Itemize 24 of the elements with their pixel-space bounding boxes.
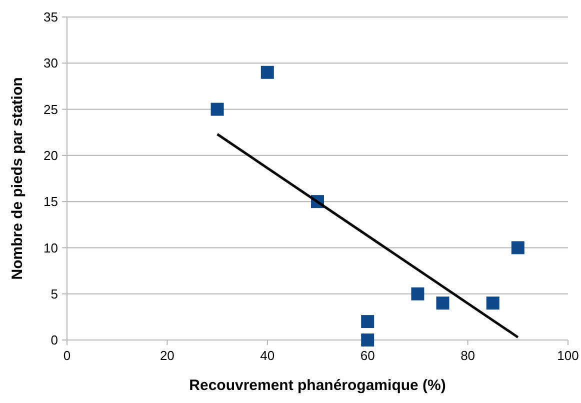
y-tick-label: 35 [44, 10, 58, 25]
y-tick-label: 20 [44, 148, 58, 163]
point [436, 296, 450, 310]
x-tick-label: 60 [360, 348, 375, 363]
point [486, 296, 500, 310]
x-tick-label: 80 [460, 348, 476, 363]
point [511, 241, 524, 254]
y-tick-label: 30 [44, 56, 58, 71]
x-axis-title: Recouvrement phanérogamique (%) [189, 377, 446, 394]
point [361, 334, 374, 346]
y-tick-label: 25 [44, 102, 58, 117]
point [411, 287, 424, 300]
x-tick-label: 100 [557, 348, 579, 363]
y-axis-title: Nombre de pieds par station [9, 77, 26, 280]
point [361, 315, 374, 328]
point [260, 66, 274, 79]
x-tick-label: 40 [260, 348, 275, 363]
x-tick-label: 0 [63, 348, 71, 363]
y-tick-label: 10 [44, 240, 58, 256]
y-tick-label: 0 [50, 332, 58, 348]
point [210, 102, 224, 116]
y-tick-label: 5 [50, 286, 58, 302]
x-tick-label: 20 [160, 348, 174, 363]
y-tick-label: 15 [44, 194, 58, 210]
